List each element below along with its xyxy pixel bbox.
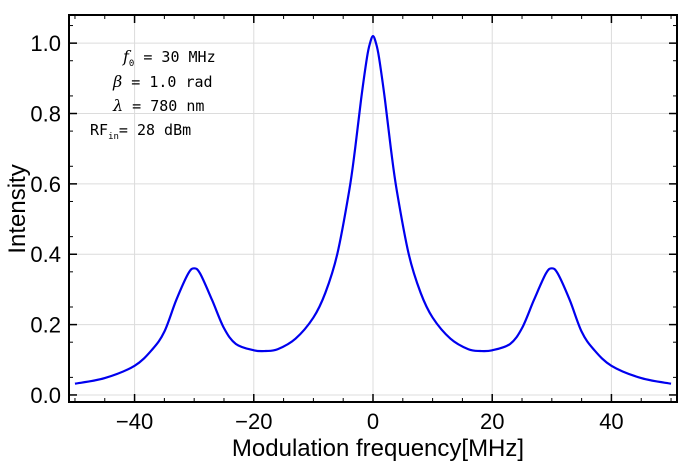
x-tick-label: 0 xyxy=(367,409,379,434)
annotation-lambda: λ = 780 nm xyxy=(112,96,204,115)
intensity-curve xyxy=(74,35,672,385)
annotation-f0-symbol: f xyxy=(122,47,132,66)
y-tick-label: 0.0 xyxy=(30,383,61,408)
tick-marks xyxy=(69,15,677,402)
annotation-block: f0 = 30 MHz β = 1.0 rad λ = 780 nm RFin=… xyxy=(90,47,216,142)
annotation-f0-sub: 0 xyxy=(129,59,134,69)
annotation-rf: RFin= 28 dBm xyxy=(90,121,191,142)
annotation-lambda-text: = 780 nm xyxy=(123,97,204,115)
y-tick-labels: 0.0 0.2 0.4 0.6 0.8 1.0 xyxy=(30,31,61,408)
y-tick-label: 1.0 xyxy=(30,31,61,56)
annotation-rf-text: = 28 dBm xyxy=(119,121,191,139)
y-tick-label: 0.2 xyxy=(30,313,61,338)
x-tick-label: 20 xyxy=(480,409,504,434)
annotation-f0: f0 = 30 MHz xyxy=(122,47,216,69)
y-tick-label: 0.8 xyxy=(30,102,61,127)
annotation-beta: β = 1.0 rad xyxy=(112,72,213,91)
annotation-lambda-symbol: λ xyxy=(112,96,123,115)
x-axis-title: Modulation frequency[MHz] xyxy=(232,435,524,462)
annotation-beta-text: = 1.0 rad xyxy=(122,73,212,91)
x-tick-labels: −40 −20 0 20 40 xyxy=(116,409,624,434)
x-tick-label: −20 xyxy=(235,409,272,434)
annotation-f0-text: = 30 MHz xyxy=(134,48,215,66)
annotation-beta-symbol: β xyxy=(112,72,122,91)
x-tick-label: 40 xyxy=(599,409,623,434)
y-axis-title: Intensity xyxy=(4,164,31,253)
annotation-rf-symbol: RF xyxy=(90,121,108,139)
x-tick-label: −40 xyxy=(116,409,153,434)
y-tick-label: 0.6 xyxy=(30,172,61,197)
annotation-rf-sub: in xyxy=(108,132,119,142)
y-tick-label: 0.4 xyxy=(30,242,61,267)
